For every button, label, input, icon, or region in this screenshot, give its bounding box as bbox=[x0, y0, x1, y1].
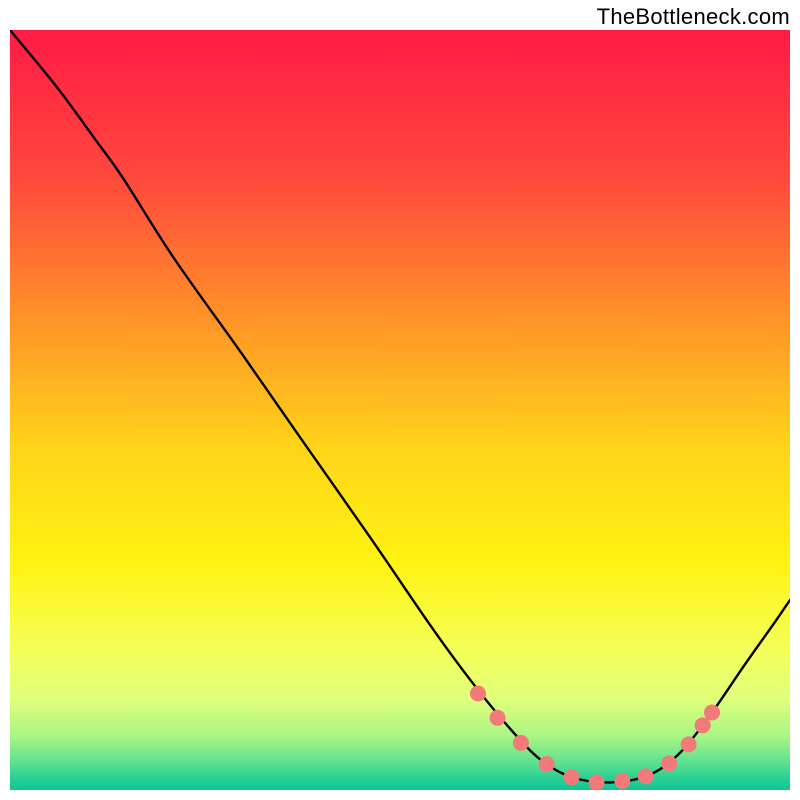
curve-marker bbox=[470, 685, 486, 701]
curve-marker bbox=[539, 756, 555, 772]
curve-marker bbox=[614, 773, 630, 789]
watermark-text: TheBottleneck.com bbox=[597, 4, 790, 30]
bottleneck-chart bbox=[0, 0, 800, 800]
curve-marker bbox=[490, 710, 506, 726]
chart-background bbox=[10, 30, 790, 790]
curve-marker bbox=[695, 717, 711, 733]
curve-marker bbox=[661, 755, 677, 771]
curve-marker bbox=[681, 736, 697, 752]
chart-container: TheBottleneck.com bbox=[0, 0, 800, 800]
curve-marker bbox=[638, 768, 654, 784]
curve-marker bbox=[704, 704, 720, 720]
curve-marker bbox=[564, 769, 580, 785]
curve-marker bbox=[589, 774, 605, 790]
curve-marker bbox=[513, 735, 529, 751]
